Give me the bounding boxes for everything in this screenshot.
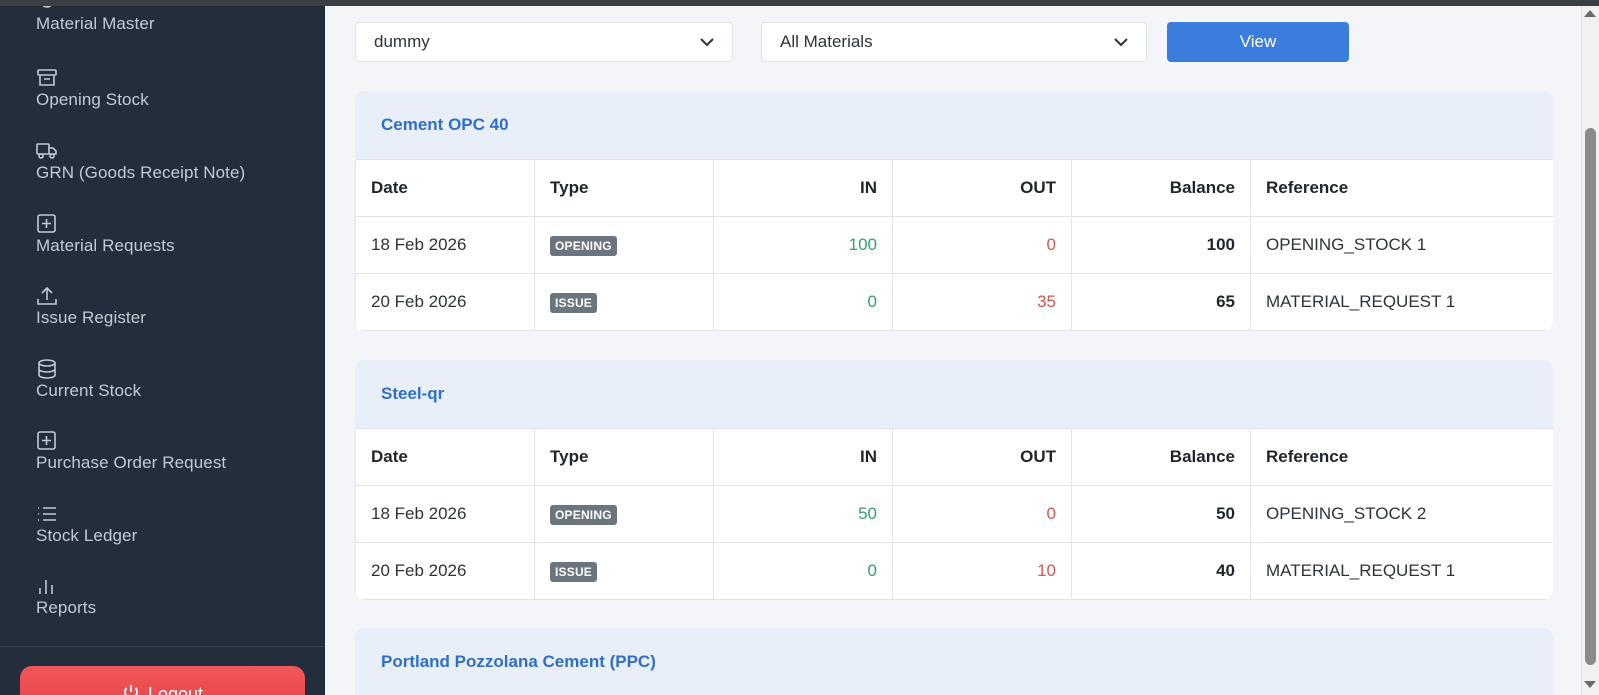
cell-type: ISSUE — [534, 542, 714, 600]
window-top-bar — [0, 0, 1599, 6]
cell-out: 0 — [892, 485, 1072, 543]
cell-date: 18 Feb 2026 — [355, 485, 535, 543]
type-badge: OPENING — [550, 235, 617, 256]
cell-date: 18 Feb 2026 — [355, 216, 535, 274]
ledger-material-title: Steel-qr — [381, 384, 445, 403]
column-header-type: Type — [534, 159, 714, 217]
sidebar-item-label: Material Master — [36, 14, 155, 33]
column-header-balance: Balance — [1071, 159, 1251, 217]
table-row: 18 Feb 2026 OPENING 50 0 50 OPENING_STOC… — [355, 485, 1553, 543]
sidebar-item-opening-stock[interactable]: Opening Stock — [36, 68, 306, 110]
list-icon — [36, 504, 58, 524]
column-header-reference: Reference — [1250, 428, 1553, 486]
scrollbar-thumb[interactable] — [1585, 128, 1596, 665]
cell-balance: 40 — [1071, 542, 1251, 600]
column-header-date: Date — [355, 159, 535, 217]
plus-square-icon — [36, 214, 58, 234]
sidebar-item-purchase-order-request[interactable]: Purchase Order Request — [36, 431, 306, 473]
sidebar-item-current-stock[interactable]: Current Stock — [36, 359, 306, 401]
view-button[interactable]: View — [1167, 22, 1349, 62]
ledger-card: Portland Pozzolana Cement (PPC) — [355, 628, 1553, 695]
ledger-table: Date Type IN OUT Balance Reference 18 Fe… — [355, 159, 1553, 331]
table-header-row: Date Type IN OUT Balance Reference — [355, 428, 1553, 486]
cell-out: 0 — [892, 216, 1072, 274]
cell-date: 20 Feb 2026 — [355, 273, 535, 331]
cell-reference: OPENING_STOCK 1 — [1250, 216, 1553, 274]
table-header-row: Date Type IN OUT Balance Reference — [355, 159, 1553, 217]
scroll-down-icon[interactable] — [1584, 681, 1596, 688]
sidebar-item-label: Reports — [36, 598, 97, 617]
material-select[interactable]: All Materials — [761, 22, 1147, 62]
scroll-up-icon[interactable] — [1584, 10, 1596, 17]
sidebar-item-material-requests[interactable]: Material Requests — [36, 214, 306, 256]
sidebar-item-label: Opening Stock — [36, 90, 149, 109]
chevron-down-icon — [1114, 37, 1128, 47]
table-row: 18 Feb 2026 OPENING 100 0 100 OPENING_ST… — [355, 216, 1553, 274]
column-header-date: Date — [355, 428, 535, 486]
cell-in: 100 — [713, 216, 893, 274]
table-row: 20 Feb 2026 ISSUE 0 35 65 MATERIAL_REQUE… — [355, 273, 1553, 331]
ledger-card: Steel-qr Date Type IN OUT Balance Refere… — [355, 360, 1553, 600]
ledger-table: Date Type IN OUT Balance Reference 18 Fe… — [355, 428, 1553, 600]
type-badge: ISSUE — [550, 292, 598, 313]
sidebar-item-label: Issue Register — [36, 308, 147, 327]
cell-reference: MATERIAL_REQUEST 1 — [1250, 542, 1553, 600]
upload-icon — [36, 286, 58, 306]
ledger-material-title: Portland Pozzolana Cement (PPC) — [381, 652, 656, 671]
sidebar-item-material-master[interactable]: Material Master — [36, 6, 306, 34]
column-header-reference: Reference — [1250, 159, 1553, 217]
column-header-in: IN — [713, 428, 893, 486]
plus-square-icon — [36, 431, 58, 451]
cell-out: 35 — [892, 273, 1072, 331]
logout-button[interactable]: Logout — [20, 666, 305, 695]
truck-icon — [36, 141, 58, 161]
column-header-type: Type — [534, 428, 714, 486]
sidebar-divider — [0, 646, 325, 647]
main-content: dummy All Materials View Cement OPC 40 D… — [325, 6, 1581, 695]
sidebar-item-issue-register[interactable]: Issue Register — [36, 286, 306, 328]
sidebar-item-reports[interactable]: Reports — [36, 576, 306, 618]
shield-icon — [36, 6, 58, 12]
cell-type: ISSUE — [534, 273, 714, 331]
cell-out: 10 — [892, 542, 1072, 600]
sidebar-item-label: Material Requests — [36, 236, 175, 255]
cell-balance: 100 — [1071, 216, 1251, 274]
column-header-out: OUT — [892, 159, 1072, 217]
logout-label: Logout — [147, 684, 204, 695]
project-select-value: dummy — [374, 32, 430, 51]
sidebar: Material Master Opening Stock GRN (Goods… — [0, 6, 325, 695]
column-header-balance: Balance — [1071, 428, 1251, 486]
cell-reference: MATERIAL_REQUEST 1 — [1250, 273, 1553, 331]
sidebar-item-grn[interactable]: GRN (Goods Receipt Note) — [36, 141, 306, 183]
chevron-down-icon — [700, 37, 714, 47]
project-select[interactable]: dummy — [355, 22, 733, 62]
type-badge: ISSUE — [550, 561, 598, 582]
archive-icon — [36, 68, 58, 88]
sidebar-item-label: Stock Ledger — [36, 526, 138, 545]
cell-in: 0 — [713, 273, 893, 331]
cell-balance: 65 — [1071, 273, 1251, 331]
cell-type: OPENING — [534, 485, 714, 543]
cell-in: 50 — [713, 485, 893, 543]
sidebar-item-label: GRN (Goods Receipt Note) — [36, 163, 246, 182]
sidebar-item-stock-ledger[interactable]: Stock Ledger — [36, 504, 306, 546]
power-icon — [122, 684, 140, 695]
cell-balance: 50 — [1071, 485, 1251, 543]
sidebar-item-label: Purchase Order Request — [36, 453, 227, 472]
table-row: 20 Feb 2026 ISSUE 0 10 40 MATERIAL_REQUE… — [355, 542, 1553, 600]
sidebar-item-label: Current Stock — [36, 381, 142, 400]
type-badge: OPENING — [550, 504, 617, 525]
ledger-material-title: Cement OPC 40 — [381, 115, 509, 134]
cell-type: OPENING — [534, 216, 714, 274]
column-header-out: OUT — [892, 428, 1072, 486]
column-header-in: IN — [713, 159, 893, 217]
cell-in: 0 — [713, 542, 893, 600]
bar-chart-icon — [36, 576, 58, 596]
ledger-card: Cement OPC 40 Date Type IN OUT Balance R… — [355, 91, 1553, 331]
cell-reference: OPENING_STOCK 2 — [1250, 485, 1553, 543]
material-select-value: All Materials — [780, 32, 873, 51]
cell-date: 20 Feb 2026 — [355, 542, 535, 600]
database-icon — [36, 359, 58, 379]
